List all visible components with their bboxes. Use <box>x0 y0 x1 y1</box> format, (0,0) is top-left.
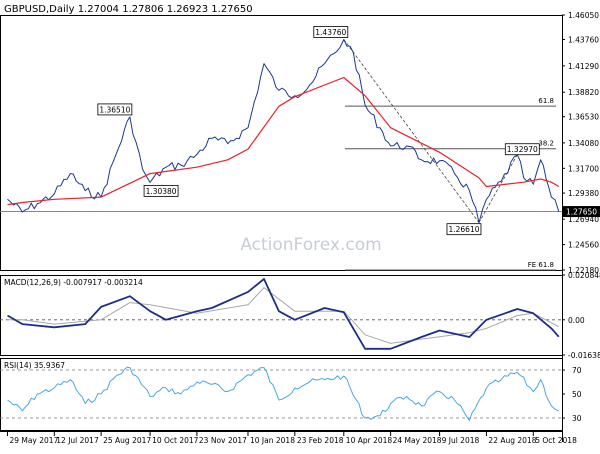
price-y-tick-label: 1.26940 <box>568 215 599 224</box>
x-axis-tick-label: 10 Apr 2018 <box>346 436 393 445</box>
rsi-y-tick-label: 30 <box>572 414 582 423</box>
x-axis-tick-label: 24 May 2018 <box>393 436 442 445</box>
x-axis-tick-label: 29 May 2017 <box>9 436 58 445</box>
price-annotation-label: 1.43760 <box>315 28 346 37</box>
price-y-tick-label: 1.34080 <box>568 139 599 148</box>
rsi-title: RSI(14) 35.9367 <box>4 361 65 370</box>
price-y-tick-label: 1.41290 <box>568 62 599 71</box>
static-overlays: ActionForex.com <box>6 14 565 436</box>
x-axis-tick-label: 23 Feb 2018 <box>297 436 344 445</box>
header-symbol-text: GBPUSD,Daily <box>4 4 75 15</box>
price-y-tick-label: 1.36530 <box>568 113 599 122</box>
x-axis-tick-label: 23 Nov 2017 <box>199 436 247 445</box>
macd-y-tick-label: 0.00 <box>568 316 585 325</box>
moving-average-series <box>7 76 560 206</box>
rsi-y-tick-label: 70 <box>572 366 582 375</box>
macd-title: MACD(12,26,9) -0.007917 -0.003214 <box>4 278 143 287</box>
x-axis-tick-label: 12 Jul 2017 <box>56 436 99 445</box>
price-series <box>7 39 560 224</box>
rsi-series <box>7 366 559 421</box>
price-annotation-label: 1.36510 <box>99 105 130 114</box>
fib-label-0: 61.8 <box>538 97 554 105</box>
macd-panel-frame <box>0 275 563 356</box>
x-axis-tick-label: 25 Aug 2017 <box>103 436 151 445</box>
price-annotation-label: 1.26610 <box>448 225 479 234</box>
price-y-tick-label: 1.22180 <box>568 266 599 275</box>
header-symbol: GBPUSD,Daily 1.27004 1.27806 1.26923 1.2… <box>4 4 253 15</box>
macd-main-series <box>7 278 560 350</box>
header-ohlc-text: 1.27004 1.27806 1.26923 1.27650 <box>77 4 253 15</box>
x-axis-tick-label: 22 Aug 2018 <box>488 436 536 445</box>
price-annotation-box <box>97 103 133 116</box>
watermark: ActionForex.com <box>240 235 381 255</box>
price-y-tick-label: 1.29380 <box>568 189 599 198</box>
fib-label-1: 38.2 <box>538 140 554 148</box>
macd-y-tick-label: -0.016389 <box>568 351 600 360</box>
macd-signal-series <box>7 287 560 344</box>
price-y-tick-label: 1.24560 <box>568 241 599 250</box>
last-price-box <box>563 206 600 218</box>
macd-y-tick-label: 0.020848 <box>568 271 600 280</box>
x-axis-tick-label: 9 Jul 2018 <box>442 436 480 445</box>
price-annotation-box <box>446 223 482 236</box>
x-axis-tick-label: 10 Oct 2017 <box>152 436 199 445</box>
trendline-1 <box>478 154 518 223</box>
price-y-tick-label: 1.46050 <box>568 11 599 20</box>
price-annotation-box <box>313 26 349 38</box>
price-annotation-label: 1.32970 <box>507 145 538 154</box>
price-y-tick-label: 1.43760 <box>568 35 599 44</box>
price-annotation-label: 1.30380 <box>146 187 177 196</box>
price-y-tick-label: 1.38820 <box>568 88 599 97</box>
trendline-0 <box>343 39 480 223</box>
price-annotation-box <box>504 143 540 156</box>
price-y-tick-label: 1.31700 <box>568 164 599 173</box>
fib-label-2: FE 61.8 <box>528 261 554 269</box>
price-annotation-box <box>143 185 179 197</box>
x-axis-tick-label: 10 Jan 2018 <box>250 436 295 445</box>
rsi-panel-frame <box>0 358 563 431</box>
x-axis-tick-label: 5 Oct 2018 <box>535 436 577 445</box>
chart-marks: 1.46050 1.43760 1.41290 1.38820 1.36530 1.340… <box>0 11 600 445</box>
rsi-y-tick-label: 50 <box>572 390 582 399</box>
last-price-label: 1.27650 <box>566 208 597 217</box>
